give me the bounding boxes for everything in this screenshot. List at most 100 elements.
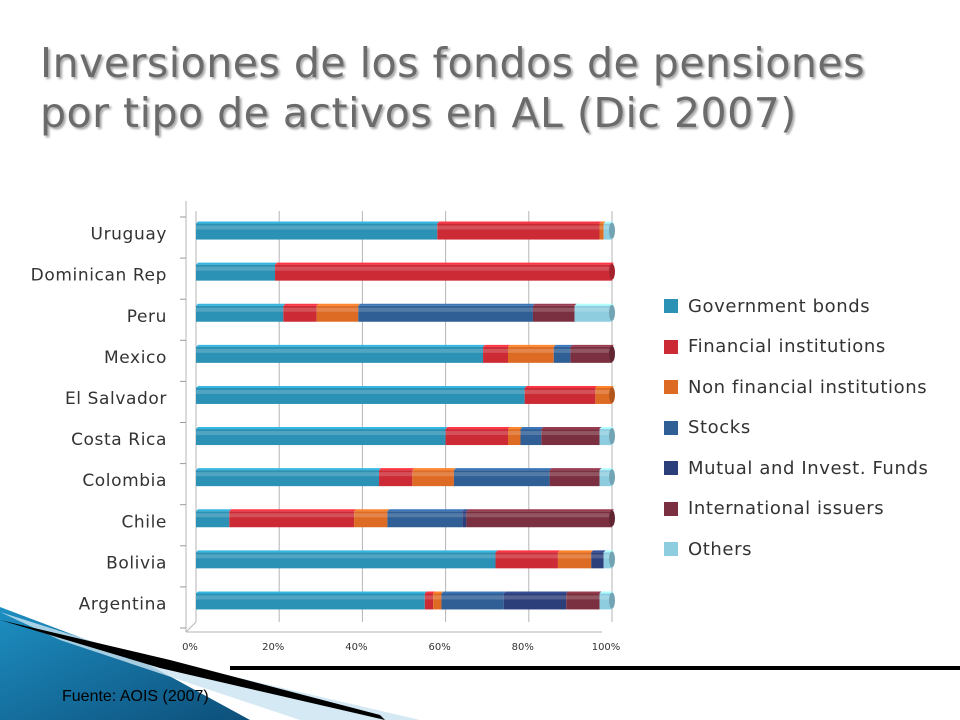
x-tick-labels: 0% 20% 40% 60% 80% 100%	[182, 642, 620, 653]
bar-segment	[570, 344, 614, 363]
legend-item: Mutual and Invest. Funds	[664, 448, 928, 489]
bar-segment	[196, 550, 498, 569]
bar-segment	[483, 344, 510, 363]
bar-segment	[599, 468, 614, 487]
legend-label: Non financial institutions	[688, 376, 928, 398]
slide-title: Inversiones de los fondos de pensiones p…	[40, 38, 940, 138]
bar-row-chile	[196, 509, 615, 528]
x-tick-label: 0%	[182, 642, 198, 653]
legend-swatch	[664, 420, 678, 435]
bar-segment	[508, 344, 556, 363]
bar-segment	[466, 509, 614, 528]
bar-segment	[412, 468, 456, 487]
x-tick-label: 40%	[345, 642, 367, 653]
legend-label: Government bonds	[688, 295, 871, 317]
bar-segment	[275, 262, 614, 281]
bar-segment	[599, 221, 606, 240]
chart-legend: Government bonds Financial institutions No…	[664, 286, 928, 570]
category-label: Mexico	[104, 348, 167, 368]
bar-segment	[541, 427, 602, 446]
slide-title-line-1: Inversiones de los fondos de pensiones	[40, 39, 865, 87]
bar-segment	[387, 509, 465, 528]
bar-segment	[462, 509, 469, 528]
bar-segment	[196, 385, 527, 404]
bar-segment	[196, 509, 232, 528]
bar-segment	[553, 344, 573, 363]
bar-segment	[520, 427, 544, 446]
bar-row-peru	[196, 303, 615, 322]
category-label: Uruguay	[91, 225, 167, 245]
category-label: Colombia	[82, 471, 167, 491]
legend-swatch	[664, 461, 678, 476]
bar-segment	[508, 427, 523, 446]
x-tick-label: 100%	[592, 642, 621, 653]
bar-segment	[196, 591, 427, 610]
legend-label: Others	[688, 538, 753, 560]
category-label: Chile	[121, 512, 167, 532]
bar-segment	[599, 591, 614, 610]
legend-swatch	[664, 299, 678, 314]
legend-item: Others	[664, 529, 928, 570]
bar-segment	[379, 468, 415, 487]
bar-segment	[441, 591, 506, 610]
bar-segment	[433, 591, 444, 610]
bar-segment	[503, 591, 569, 610]
swoosh-black-stroke	[0, 620, 385, 720]
bar-segment	[495, 550, 560, 569]
x-tick-label: 20%	[262, 642, 284, 653]
legend-item: International issuers	[664, 489, 928, 530]
category-labels: Argentina Bolivia Chile Colombia Costa Rica E…	[31, 225, 167, 615]
bar-segment	[445, 427, 510, 446]
bar-row-uruguay	[196, 221, 615, 240]
bar-row-el-salvador	[196, 385, 615, 404]
bar-segment	[574, 303, 614, 322]
bar-segment	[549, 468, 602, 487]
bar-segment	[196, 262, 278, 281]
bar-segment	[196, 221, 440, 240]
source-note: Fuente: AOIS (2007)	[62, 688, 209, 705]
bar-segment	[283, 303, 319, 322]
bar-segment	[196, 344, 486, 363]
bar-segment	[358, 303, 535, 322]
legend-item: Stocks	[664, 408, 928, 449]
legend-item: Financial institutions	[664, 327, 928, 368]
bar-segment	[524, 385, 598, 404]
category-label: El Salvador	[65, 389, 167, 409]
bar-segment	[566, 591, 602, 610]
bar-row-mexico	[196, 344, 615, 363]
slide-title-line-2: por tipo de activos en AL (Dic 2007)	[40, 89, 797, 137]
legend-swatch	[664, 380, 678, 395]
bar-row-costa-rica	[196, 427, 615, 446]
category-label: Argentina	[79, 594, 167, 614]
legend-label: Stocks	[688, 417, 751, 439]
bar-segment	[196, 303, 286, 322]
x-tick-label: 60%	[428, 642, 450, 653]
bar-segment	[437, 221, 602, 240]
category-label: Costa Rica	[71, 430, 167, 450]
bar-segment	[595, 385, 614, 404]
bar-segment	[532, 303, 577, 322]
x-tick-label: 80%	[512, 642, 534, 653]
bar-row-argentina	[196, 591, 615, 610]
chart-bars	[196, 221, 615, 610]
legend-swatch	[664, 542, 678, 557]
floor-edge	[185, 621, 197, 633]
bar-row-bolivia	[196, 550, 615, 569]
legend-swatch	[664, 501, 678, 516]
bar-segment	[591, 550, 606, 569]
legend-label: Financial institutions	[688, 336, 886, 358]
legend-item: Non financial institutions	[664, 367, 928, 408]
bar-row-colombia	[196, 468, 615, 487]
bar-segment	[196, 468, 382, 487]
legend-swatch	[664, 339, 678, 354]
bar-segment	[557, 550, 594, 569]
bar-segment	[453, 468, 552, 487]
bar-segment	[599, 427, 614, 446]
bar-segment	[354, 509, 390, 528]
bar-segment	[316, 303, 361, 322]
legend-label: Mutual and Invest. Funds	[688, 457, 929, 479]
category-label: Dominican Rep	[31, 266, 167, 286]
bar-segment	[229, 509, 357, 528]
